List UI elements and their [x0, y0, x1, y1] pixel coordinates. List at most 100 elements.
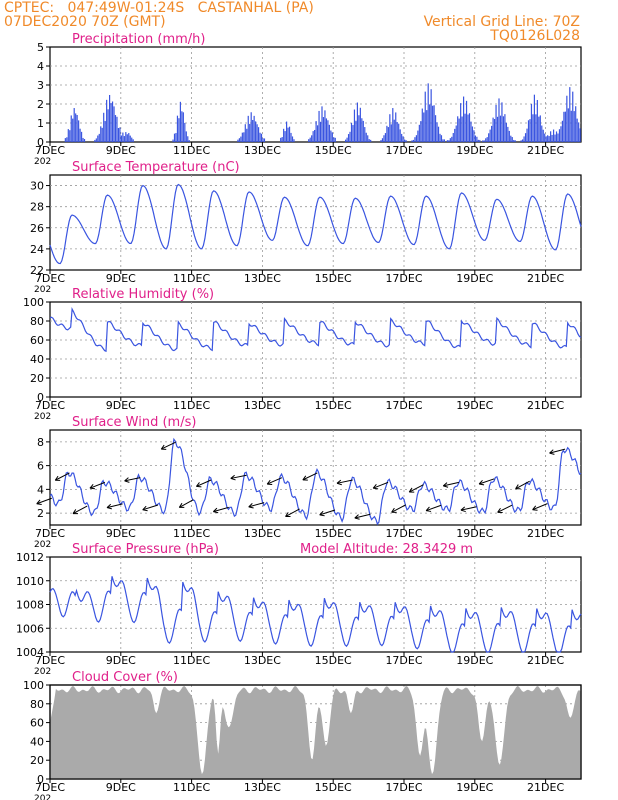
precip-bar [496, 116, 499, 142]
precip-bar [550, 131, 552, 142]
precip-bar [64, 138, 66, 142]
panel-title-temp: Surface Temperature (nC) [72, 160, 240, 175]
precip-bar [255, 121, 257, 142]
precip-bar [120, 135, 122, 142]
x-tick-label: 15DEC [315, 272, 352, 285]
precip-bar [495, 104, 497, 142]
precip-bar [461, 116, 463, 142]
precip-bar [252, 119, 254, 142]
precip-bar [321, 106, 323, 142]
precip-bar [237, 139, 239, 142]
y-tick-label: 1006 [16, 622, 44, 635]
precip-bar [119, 127, 121, 142]
wind-arrow-head [302, 475, 308, 481]
precip-bar [257, 127, 260, 142]
precip-bar [460, 103, 462, 142]
y-tick-label: 4 [37, 60, 44, 73]
precip-bar [555, 131, 558, 142]
y-tick-label: 1008 [16, 599, 44, 612]
precip-bar [107, 109, 109, 142]
precip-bar [508, 130, 510, 142]
precip-bar [309, 137, 311, 142]
x-tick-label: 9DEC [106, 144, 136, 157]
precip-bar [482, 140, 484, 142]
wind-arrow [425, 504, 442, 512]
precip-bar [328, 124, 330, 142]
precip-bar [330, 130, 332, 142]
wind-arrow-head [425, 506, 432, 512]
x-year-label: 202 [34, 667, 51, 677]
precip-bar [395, 112, 397, 142]
precip-bar [424, 91, 426, 142]
precip-bar [418, 124, 420, 142]
precip-bar [564, 111, 566, 142]
precip-bar [479, 139, 481, 142]
precip-bar [184, 122, 186, 142]
precip-bar [573, 111, 575, 142]
precip-bar [402, 136, 404, 142]
precip-bar [485, 138, 487, 142]
x-tick-label: 9DEC [106, 781, 136, 794]
wind-arrow [72, 505, 88, 515]
precip-bar [510, 135, 512, 142]
precip-bar [347, 134, 350, 142]
wind-arrow-head [212, 507, 219, 514]
wind-arrow [336, 479, 353, 484]
y-tick-label: 1012 [16, 551, 44, 564]
precip-bar [384, 133, 387, 142]
precip-bar [570, 110, 572, 142]
precip-bar [182, 112, 184, 142]
precip-bar [284, 131, 286, 142]
wind-arrow [161, 441, 176, 450]
plot-frame-wind [49, 429, 582, 526]
wind-arrow-head [72, 509, 79, 515]
precip-bar [286, 121, 288, 142]
precip-bar [465, 100, 468, 142]
precip-bar [569, 87, 571, 142]
wind-arrow-head [319, 510, 325, 517]
precip-bar [483, 140, 485, 142]
precip-bar [117, 128, 120, 142]
precip-bar [358, 115, 360, 142]
precip-bar [398, 123, 400, 142]
x-tick-label: 7DEC [35, 781, 65, 794]
wind-arrow-head [196, 482, 202, 488]
precip-bar [356, 102, 358, 142]
precip-bar [536, 99, 538, 142]
precip-bar [359, 107, 361, 142]
precip-bar [467, 114, 469, 142]
precip-bar [325, 118, 328, 142]
precip-bar [520, 140, 522, 142]
precip-bar [539, 115, 541, 142]
precip-bar [502, 116, 505, 142]
precip-bar [452, 133, 454, 142]
precip-bar [423, 112, 425, 142]
precip-bar [579, 128, 581, 142]
precip-bar [427, 83, 429, 142]
wind-arrow-head [230, 474, 236, 481]
precip-bar [246, 128, 248, 142]
x-tick-label: 13DEC [244, 399, 281, 412]
precip-bar [104, 120, 106, 142]
precip-bar [522, 139, 524, 142]
precip-bar [78, 120, 80, 142]
precip-bar [367, 135, 369, 142]
y-tick-label: 1004 [16, 646, 44, 659]
precip-bar [308, 139, 310, 142]
wind-arrow [478, 478, 495, 485]
precip-bar [476, 136, 478, 142]
wind-arrow [213, 506, 229, 513]
precip-bar [547, 135, 549, 142]
wind-arrow-head [178, 502, 185, 508]
precip-bar [249, 123, 251, 142]
wind-arrow-head [266, 479, 273, 486]
x-tick-label: 21DEC [527, 527, 564, 540]
model-code: TQ0126L028 [490, 28, 580, 44]
precip-bar [73, 108, 75, 142]
precip-bar [123, 136, 125, 142]
x-tick-label: 19DEC [456, 144, 493, 157]
precip-bar [412, 139, 415, 142]
y-tick-label: 1 [37, 117, 44, 130]
wind-arrow [179, 499, 194, 508]
y-tick-label: 80 [30, 315, 44, 328]
